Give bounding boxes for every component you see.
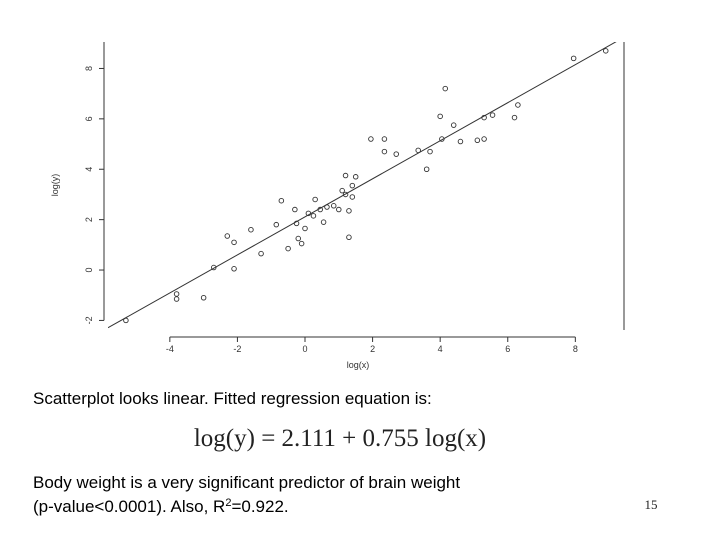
- point: [474, 137, 481, 144]
- point: [393, 151, 399, 157]
- point: [349, 182, 356, 189]
- point: [200, 294, 207, 301]
- y-tick-label: 0: [84, 268, 94, 273]
- body-line: (p-value<0.0001). Also, R2=0.922.: [33, 497, 289, 516]
- equation: log(y) = 2.111 + 0.755 log(x): [194, 425, 486, 452]
- y-tick-label: 6: [84, 116, 94, 121]
- point: [173, 291, 180, 297]
- point: [298, 240, 305, 247]
- point: [224, 233, 231, 239]
- point: [258, 250, 264, 257]
- point: [310, 213, 317, 219]
- body-line: Body weight is a very significant predic…: [33, 473, 460, 492]
- point: [368, 136, 374, 142]
- point: [211, 264, 217, 271]
- y-axis-label: log(y): [50, 174, 60, 197]
- point: [342, 191, 349, 198]
- point: [173, 296, 180, 302]
- point: [381, 136, 388, 142]
- x-tick-label: -2: [233, 344, 241, 354]
- point: [339, 187, 345, 194]
- point: [292, 206, 298, 213]
- point: [273, 221, 280, 228]
- x-tick-label: 6: [505, 344, 510, 354]
- page-number: 15: [645, 497, 658, 512]
- point: [312, 196, 318, 203]
- point: [481, 136, 487, 142]
- point: [511, 114, 518, 121]
- point: [320, 219, 327, 225]
- point: [439, 136, 445, 142]
- point: [427, 148, 433, 155]
- point: [450, 122, 457, 128]
- x-tick-label: -4: [166, 344, 174, 354]
- point: [603, 48, 609, 54]
- x-tick-label: 4: [438, 344, 443, 354]
- x-tick-label: 8: [573, 344, 578, 354]
- point: [305, 210, 312, 217]
- point: [481, 114, 487, 121]
- point: [293, 220, 300, 227]
- body-text: (p-value<0.0001). Also, R: [33, 497, 225, 516]
- x-axis-label: log(x): [347, 360, 370, 370]
- point: [349, 194, 356, 200]
- point: [457, 138, 464, 145]
- point: [342, 172, 349, 179]
- superscript: 2: [225, 497, 231, 509]
- point: [278, 197, 285, 204]
- point: [295, 235, 301, 242]
- y-tick-label: 8: [84, 66, 94, 71]
- y-tick-label: -2: [84, 316, 94, 324]
- point: [442, 85, 448, 92]
- point: [302, 225, 308, 232]
- point: [570, 55, 577, 62]
- point: [123, 317, 129, 324]
- point: [231, 239, 237, 246]
- point: [248, 226, 254, 233]
- point: [437, 113, 443, 120]
- point: [317, 206, 323, 213]
- x-tick-label: 0: [302, 344, 307, 354]
- point: [489, 112, 496, 118]
- point: [346, 208, 352, 214]
- caption: Scatterplot looks linear. Fitted regress…: [33, 389, 432, 408]
- x-tick-label: 2: [370, 344, 375, 354]
- point: [423, 166, 430, 172]
- point: [330, 203, 337, 209]
- point: [336, 206, 342, 213]
- point: [324, 204, 330, 210]
- point: [285, 245, 291, 252]
- point: [231, 266, 237, 272]
- point: [352, 174, 359, 180]
- point: [381, 148, 388, 155]
- y-tick-label: 4: [84, 167, 94, 172]
- body-text: =0.922.: [231, 497, 288, 516]
- point: [346, 234, 352, 241]
- fit-line: [108, 42, 617, 329]
- y-tick-label: 2: [84, 217, 94, 222]
- point: [515, 102, 521, 108]
- point: [415, 147, 421, 154]
